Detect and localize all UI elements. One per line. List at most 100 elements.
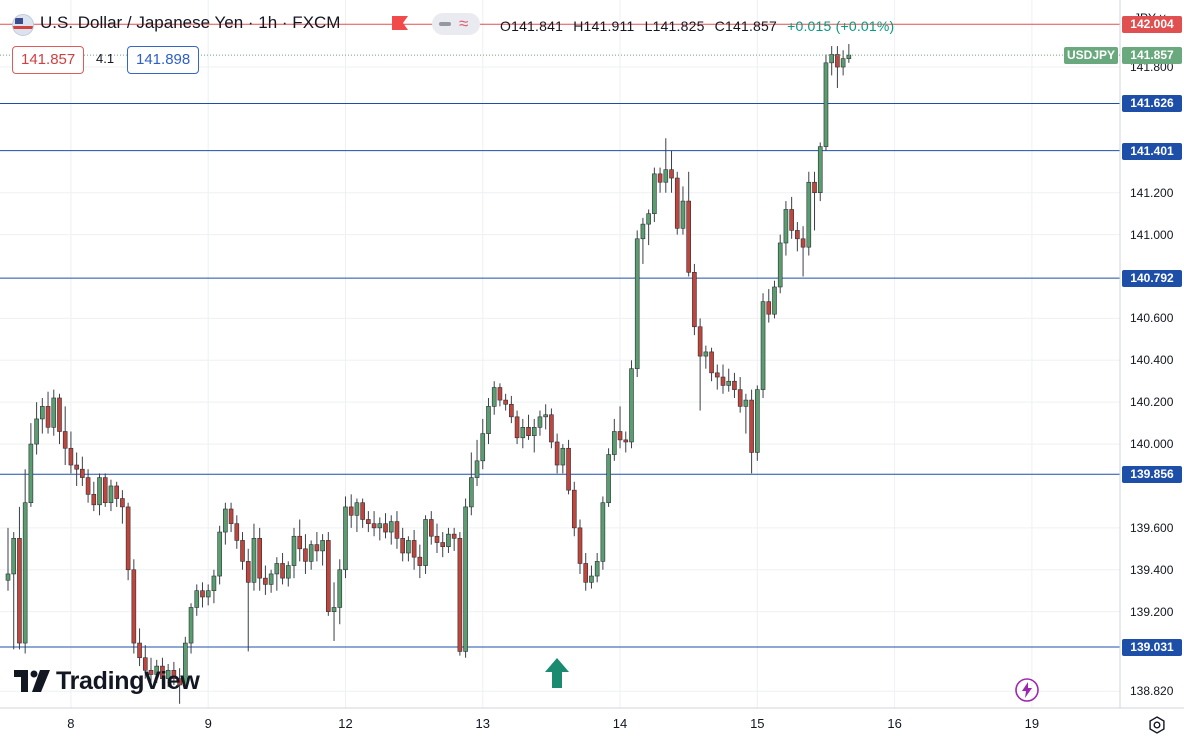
candle-body [509, 403, 514, 418]
price-tick-label: 140.000 [1130, 437, 1174, 452]
candle-body [703, 351, 709, 357]
candle-body [566, 447, 571, 491]
candle [714, 364, 720, 390]
candle [692, 263, 697, 336]
candle-body [583, 563, 589, 583]
candle [303, 534, 308, 574]
candle-body [720, 376, 726, 386]
candle-body [594, 561, 600, 577]
price-tick-label: 139.200 [1130, 604, 1174, 619]
date-tick-label: 9 [204, 716, 212, 731]
buy-button[interactable]: 141.898 [127, 46, 200, 74]
gridlines [0, 0, 1120, 708]
candle-body [463, 506, 468, 652]
candle-body [451, 533, 457, 539]
candle [674, 171, 680, 235]
candle-body [228, 508, 234, 524]
candle [120, 490, 125, 524]
level-price-tag: 141.401 [1122, 142, 1182, 160]
candle [297, 519, 303, 562]
ohlc-open: O141.841 [500, 18, 564, 34]
candle [686, 171, 691, 277]
candle-body [417, 556, 423, 566]
candle [148, 657, 154, 688]
price-tick-label: 138.820 [1130, 684, 1174, 699]
candle-body [520, 427, 526, 439]
candle-body [171, 669, 177, 679]
candle [726, 368, 732, 392]
candle [583, 552, 589, 591]
candle [188, 603, 194, 654]
candle [594, 552, 600, 583]
candle-body [783, 209, 789, 244]
candle-body [777, 242, 783, 288]
candle [177, 668, 182, 704]
candle-body [11, 538, 17, 575]
candle-body [526, 427, 531, 436]
candle [240, 532, 245, 570]
candle-body [743, 399, 749, 407]
level-price-tag: 140.792 [1122, 270, 1182, 288]
candle [571, 481, 577, 537]
candle [709, 347, 714, 382]
candle-body [657, 173, 663, 183]
candle-body [755, 389, 760, 453]
candle-body [806, 181, 812, 248]
candle [812, 171, 817, 231]
candle [85, 469, 91, 503]
candle [57, 393, 62, 445]
candle [703, 345, 709, 369]
candle [326, 532, 331, 616]
candle-body [766, 301, 772, 315]
candle [263, 565, 268, 595]
level-price-tag: 142.004 [1122, 16, 1182, 34]
candle [291, 527, 297, 579]
candle-body [120, 498, 125, 508]
candle-body [114, 485, 119, 499]
candle [446, 527, 451, 553]
candle [406, 536, 411, 562]
candle-body [846, 54, 852, 59]
candle [428, 511, 434, 545]
candle [5, 527, 11, 591]
candle [457, 532, 463, 656]
date-tick-label: 13 [475, 716, 490, 731]
candle-body [74, 464, 79, 470]
candle [652, 167, 657, 223]
candle-body [177, 678, 182, 686]
candle-body [211, 575, 217, 591]
candle-body [446, 533, 451, 548]
candle-body [91, 494, 97, 506]
candle [17, 506, 22, 650]
candle [51, 389, 57, 436]
tradingview-logo[interactable]: TradingView [14, 666, 200, 696]
candle-body [674, 177, 680, 229]
level-price-tag: 141.626 [1122, 95, 1182, 113]
symbol-title[interactable]: U.S. Dollar / Japanese Yen · 1h · FXCM [40, 13, 341, 32]
candle [440, 532, 446, 558]
candle [234, 515, 240, 549]
ohlc-change: +0.015 (+0.01%) [787, 18, 895, 34]
candle [211, 569, 217, 604]
candle-body [617, 431, 623, 441]
candle-body [629, 368, 634, 443]
candle [823, 54, 829, 151]
candle-body [326, 540, 331, 612]
candle-body [823, 62, 829, 147]
candle [783, 201, 789, 256]
candle [657, 167, 663, 193]
candle-body [697, 326, 703, 357]
candle [97, 473, 102, 516]
settings-gear-icon[interactable] [1148, 716, 1166, 734]
indicator-toggle[interactable]: ≈ [432, 13, 480, 35]
sell-button[interactable]: 141.857 [12, 46, 85, 74]
lightning-icon[interactable] [1015, 678, 1039, 702]
candle-body [669, 169, 674, 179]
candle-body [400, 538, 405, 554]
candle-body [40, 406, 45, 420]
candle [28, 423, 34, 507]
flag-icon[interactable] [392, 16, 408, 30]
candle [80, 456, 85, 486]
candle-body [200, 590, 205, 598]
